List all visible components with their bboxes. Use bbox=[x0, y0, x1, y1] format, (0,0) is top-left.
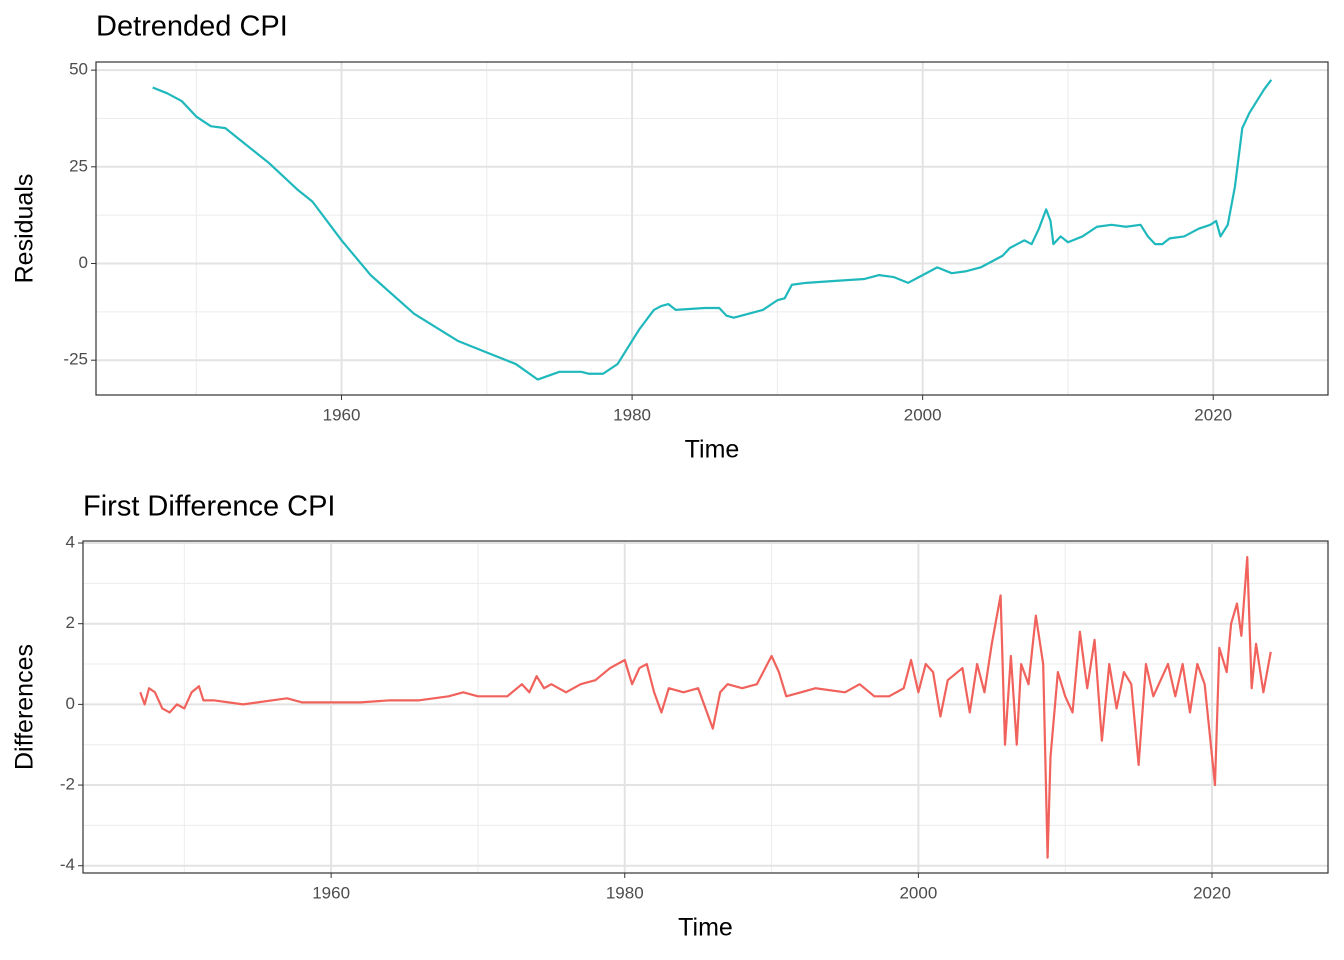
y-tick-label: -4 bbox=[60, 855, 75, 874]
x-tick-label: 1960 bbox=[323, 405, 361, 424]
x-tick-label: 2000 bbox=[899, 883, 937, 902]
plot-border bbox=[82, 540, 1329, 874]
y-tick-label: 2 bbox=[66, 613, 75, 632]
plot-border bbox=[95, 61, 1329, 396]
y-tick-label: 25 bbox=[69, 156, 88, 175]
chart-title: Detrended CPI bbox=[96, 11, 288, 43]
x-axis-label: Time bbox=[685, 436, 740, 464]
y-axis-label: Differences bbox=[11, 644, 39, 770]
x-tick-label: 1980 bbox=[613, 405, 651, 424]
x-tick-label: 2020 bbox=[1193, 883, 1231, 902]
y-tick-label: 50 bbox=[69, 60, 88, 79]
y-tick-label: -25 bbox=[63, 350, 88, 369]
chart-title: First Difference CPI bbox=[83, 491, 335, 523]
x-tick-label: 1980 bbox=[606, 883, 644, 902]
data-line bbox=[139, 556, 1272, 859]
x-tick-label: 2020 bbox=[1194, 405, 1232, 424]
data-line bbox=[152, 79, 1273, 381]
y-tick-label: -2 bbox=[60, 775, 75, 794]
x-tick-label: 1960 bbox=[312, 883, 350, 902]
x-tick-label: 2000 bbox=[904, 405, 942, 424]
y-tick-label: 0 bbox=[79, 253, 88, 272]
y-tick-label: 0 bbox=[66, 694, 75, 713]
x-axis-label: Time bbox=[678, 914, 733, 942]
y-axis-label: Residuals bbox=[11, 174, 39, 284]
y-tick-label: 4 bbox=[66, 533, 75, 552]
